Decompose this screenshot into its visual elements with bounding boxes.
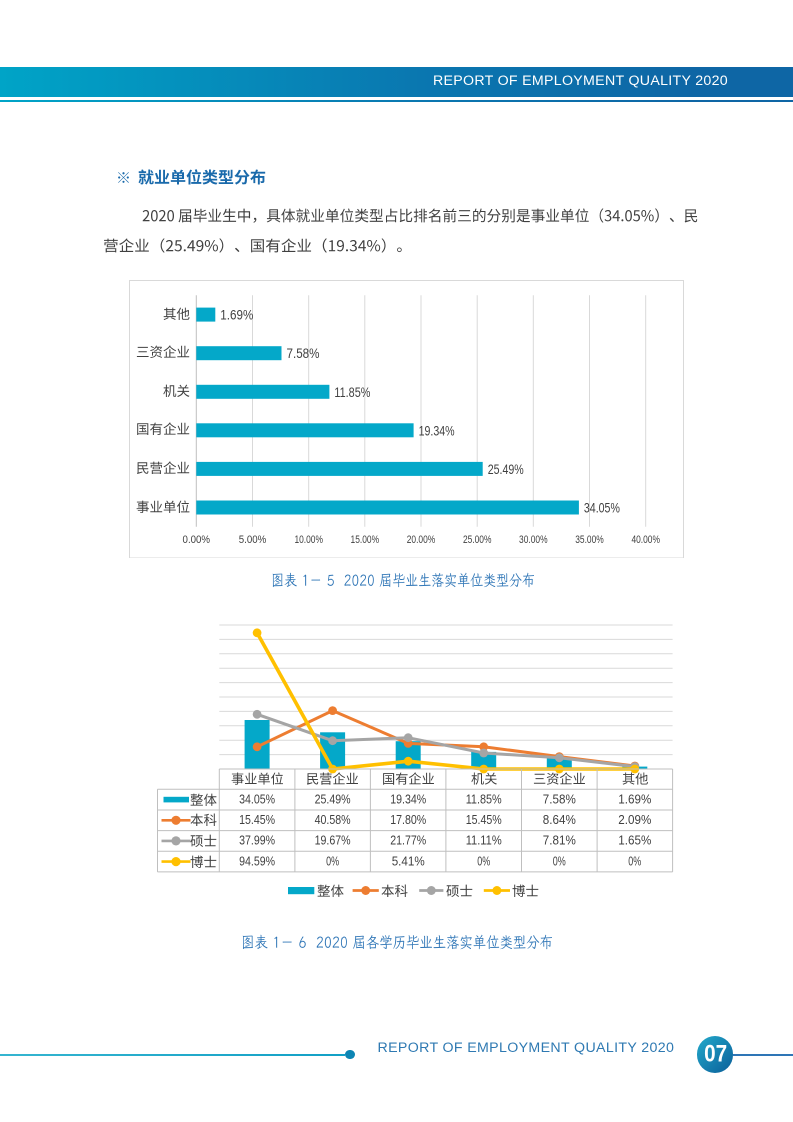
svg-text:11.85%: 11.85%	[334, 384, 370, 399]
svg-text:34.05%: 34.05%	[583, 500, 619, 515]
svg-text:11.85%: 11.85%	[466, 791, 502, 806]
svg-text:07: 07	[704, 1041, 727, 1068]
svg-text:17.80%: 17.80%	[390, 812, 426, 827]
svg-text:1.69%: 1.69%	[220, 307, 253, 322]
svg-text:15.45%: 15.45%	[239, 812, 275, 827]
svg-text:94.59%: 94.59%	[239, 853, 275, 868]
svg-text:0%: 0%	[477, 853, 490, 868]
svg-text:19.34%: 19.34%	[390, 791, 426, 806]
svg-text:7.58%: 7.58%	[543, 791, 576, 806]
svg-text:35.00%: 35.00%	[575, 533, 604, 545]
svg-text:10.00%: 10.00%	[294, 533, 323, 545]
svg-text:20.00%: 20.00%	[406, 533, 435, 545]
svg-text:0.00%: 0.00%	[182, 533, 210, 545]
svg-text:1.65%: 1.65%	[618, 833, 651, 848]
svg-text:11.11%: 11.11%	[466, 833, 502, 848]
svg-text:34.05%: 34.05%	[239, 791, 275, 806]
svg-text:25.49%: 25.49%	[315, 791, 351, 806]
svg-text:1.69%: 1.69%	[618, 791, 651, 806]
svg-text:8.64%: 8.64%	[543, 812, 576, 827]
svg-text:0%: 0%	[553, 853, 566, 868]
svg-text:5.41%: 5.41%	[392, 853, 425, 868]
svg-text:21.77%: 21.77%	[390, 833, 426, 848]
svg-text:2.09%: 2.09%	[618, 812, 651, 827]
svg-text:7.58%: 7.58%	[286, 346, 319, 361]
svg-text:19.34%: 19.34%	[418, 423, 454, 438]
svg-text:37.99%: 37.99%	[239, 833, 275, 848]
svg-text:25.49%: 25.49%	[487, 461, 523, 476]
svg-text:7.81%: 7.81%	[543, 833, 576, 848]
svg-text:5.00%: 5.00%	[238, 533, 266, 545]
svg-text:25.00%: 25.00%	[462, 533, 491, 545]
svg-text:40.00%: 40.00%	[631, 533, 660, 545]
svg-text:15.45%: 15.45%	[466, 812, 502, 827]
svg-text:0%: 0%	[326, 853, 339, 868]
svg-text:15.00%: 15.00%	[350, 533, 379, 545]
svg-text:40.58%: 40.58%	[315, 812, 351, 827]
svg-text:19.67%: 19.67%	[315, 833, 351, 848]
svg-text:0%: 0%	[628, 853, 641, 868]
svg-text:30.00%: 30.00%	[519, 533, 548, 545]
